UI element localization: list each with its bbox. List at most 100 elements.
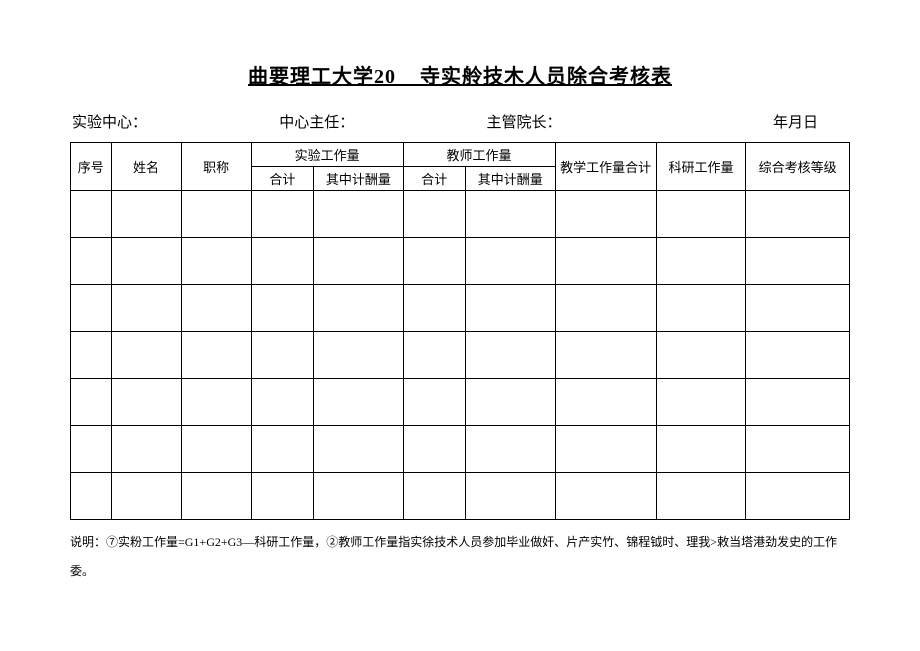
- table-cell: [314, 332, 404, 379]
- table-cell: [465, 332, 555, 379]
- table-cell: [71, 473, 112, 520]
- table-cell: [555, 426, 656, 473]
- th-teach-total: 教学工作量合计: [555, 143, 656, 191]
- table-row: [71, 379, 850, 426]
- title-part2: 寺实舲技木人员除合考核表: [420, 66, 672, 88]
- table-cell: [251, 285, 313, 332]
- table-row: [71, 191, 850, 238]
- table-cell: [403, 285, 465, 332]
- table-cell: [111, 379, 181, 426]
- th-teach-paid: 其中计酬量: [465, 167, 555, 191]
- table-cell: [251, 426, 313, 473]
- table-cell: [251, 191, 313, 238]
- table-cell: [251, 379, 313, 426]
- table-cell: [465, 426, 555, 473]
- table-cell: [403, 473, 465, 520]
- table-cell: [251, 238, 313, 285]
- table-row: [71, 426, 850, 473]
- table-cell: [656, 191, 746, 238]
- table-cell: [403, 379, 465, 426]
- table-row: [71, 285, 850, 332]
- table-cell: [555, 191, 656, 238]
- table-cell: [465, 473, 555, 520]
- th-teach-workload: 教师工作量: [403, 143, 555, 167]
- table-cell: [403, 238, 465, 285]
- table-cell: [656, 332, 746, 379]
- table-cell: [71, 426, 112, 473]
- table-cell: [314, 238, 404, 285]
- table-cell: [656, 285, 746, 332]
- th-jobtitle: 职称: [181, 143, 251, 191]
- table-cell: [314, 379, 404, 426]
- title-part1: 曲要理工大学: [248, 66, 374, 88]
- th-grade: 综合考核等级: [746, 143, 850, 191]
- table-cell: [656, 426, 746, 473]
- table-cell: [656, 238, 746, 285]
- table-cell: [746, 332, 850, 379]
- th-exp-paid: 其中计酬量: [314, 167, 404, 191]
- th-teach-subtotal: 合计: [403, 167, 465, 191]
- table-row: [71, 473, 850, 520]
- table-cell: [251, 332, 313, 379]
- table-cell: [71, 379, 112, 426]
- table-cell: [465, 379, 555, 426]
- title-year-prefix: 20: [374, 66, 396, 88]
- table-cell: [181, 238, 251, 285]
- table-cell: [111, 332, 181, 379]
- meta-director: 中心主任：: [279, 111, 486, 132]
- table-cell: [746, 473, 850, 520]
- th-name: 姓名: [111, 143, 181, 191]
- table-cell: [314, 473, 404, 520]
- meta-row: 实验中心： 中心主任： 主管院长： 年月日: [70, 111, 850, 132]
- table-cell: [181, 191, 251, 238]
- table-cell: [465, 238, 555, 285]
- meta-dean: 主管院长：: [486, 111, 693, 132]
- table-cell: [181, 332, 251, 379]
- table-row: [71, 238, 850, 285]
- table-cell: [746, 379, 850, 426]
- table-cell: [314, 426, 404, 473]
- table-cell: [746, 426, 850, 473]
- table-cell: [403, 332, 465, 379]
- table-cell: [403, 191, 465, 238]
- table-cell: [111, 191, 181, 238]
- table-cell: [181, 379, 251, 426]
- table-cell: [181, 285, 251, 332]
- table-header-row-1: 序号 姓名 职称 实验工作量 教师工作量 教学工作量合计 科研工作量 综合考核等…: [71, 143, 850, 167]
- table-body: [71, 191, 850, 520]
- page-title: 曲要理工大学20 寺实舲技木人员除合考核表: [70, 60, 850, 89]
- th-seq: 序号: [71, 143, 112, 191]
- table-cell: [465, 285, 555, 332]
- table-cell: [111, 426, 181, 473]
- table-cell: [656, 473, 746, 520]
- table-cell: [251, 473, 313, 520]
- table-cell: [314, 191, 404, 238]
- table-cell: [111, 285, 181, 332]
- table-cell: [656, 379, 746, 426]
- table-cell: [314, 285, 404, 332]
- table-cell: [465, 191, 555, 238]
- table-cell: [71, 332, 112, 379]
- table-cell: [181, 473, 251, 520]
- meta-center: 实验中心：: [72, 111, 279, 132]
- table-cell: [555, 238, 656, 285]
- table-row: [71, 332, 850, 379]
- meta-date: 年月日: [694, 111, 848, 132]
- th-research: 科研工作量: [656, 143, 746, 191]
- table-cell: [111, 473, 181, 520]
- table-cell: [111, 238, 181, 285]
- table-cell: [403, 426, 465, 473]
- table-cell: [555, 473, 656, 520]
- assessment-table: 序号 姓名 职称 实验工作量 教师工作量 教学工作量合计 科研工作量 综合考核等…: [70, 142, 850, 520]
- footnote: 说明：⑦实粉工作量=G1+G2+G3—科研工作量，②教师工作量指实徐技术人员参加…: [70, 528, 850, 586]
- table-cell: [746, 191, 850, 238]
- th-exp-workload: 实验工作量: [251, 143, 403, 167]
- table-cell: [71, 285, 112, 332]
- table-cell: [555, 332, 656, 379]
- table-cell: [746, 238, 850, 285]
- table-cell: [71, 191, 112, 238]
- table-cell: [555, 285, 656, 332]
- table-cell: [71, 238, 112, 285]
- table-cell: [746, 285, 850, 332]
- th-exp-subtotal: 合计: [251, 167, 313, 191]
